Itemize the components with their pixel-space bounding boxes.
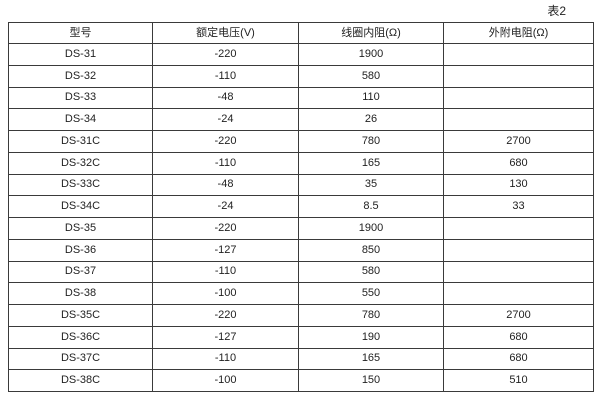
cell-model: DS-34 — [8, 108, 153, 131]
table-row: DS-36C -127 190 680 — [8, 325, 594, 349]
header-coil-resistance: 线圈内阻(Ω) — [298, 22, 444, 44]
cell-external-resistor: 33 — [443, 195, 594, 218]
cell-model: DS-35C — [8, 304, 153, 327]
table-body: DS-31 -220 1900 DS-32 -110 580 DS-33 -48 110 DS-3… — [8, 43, 594, 392]
table-row: DS-31 -220 1900 — [8, 43, 594, 66]
cell-coil-resistance: 850 — [298, 238, 444, 262]
cell-external-resistor: 680 — [443, 347, 594, 371]
spec-table: 型号 额定电压(V) 线圈内阻(Ω) 外附电阻(Ω) DS-31 -220 1900… — [8, 22, 594, 392]
cell-external-resistor — [443, 217, 594, 240]
cell-coil-resistance: 780 — [298, 130, 444, 153]
cell-model: DS-37 — [8, 260, 153, 284]
cell-coil-resistance: 1900 — [298, 217, 444, 240]
table-row: DS-35 -220 1900 — [8, 217, 594, 240]
cell-external-resistor — [443, 108, 594, 131]
table-row: DS-32 -110 580 — [8, 64, 594, 88]
cell-coil-resistance: 165 — [298, 347, 444, 371]
cell-rated-voltage: -24 — [152, 195, 299, 218]
cell-model: DS-32 — [8, 64, 153, 88]
cell-rated-voltage: -100 — [152, 369, 299, 392]
cell-external-resistor — [443, 86, 594, 110]
cell-model: DS-37C — [8, 347, 153, 371]
table-row: DS-37C -110 165 680 — [8, 347, 594, 371]
table-row: DS-31C -220 780 2700 — [8, 130, 594, 153]
cell-coil-resistance: 190 — [298, 325, 444, 349]
cell-coil-resistance: 580 — [298, 64, 444, 88]
cell-rated-voltage: -110 — [152, 260, 299, 284]
cell-coil-resistance: 550 — [298, 282, 444, 305]
cell-model: DS-36 — [8, 238, 153, 262]
cell-rated-voltage: -127 — [152, 238, 299, 262]
spec-table-container: 型号 额定电压(V) 线圈内阻(Ω) 外附电阻(Ω) DS-31 -220 1900… — [8, 22, 594, 392]
table-row: DS-33 -48 110 — [8, 86, 594, 110]
header-model: 型号 — [8, 22, 153, 44]
cell-model: DS-34C — [8, 195, 153, 218]
cell-external-resistor — [443, 282, 594, 305]
cell-model: DS-31 — [8, 43, 153, 66]
cell-coil-resistance: 165 — [298, 151, 444, 175]
cell-model: DS-38 — [8, 282, 153, 305]
cell-rated-voltage: -110 — [152, 347, 299, 371]
cell-coil-resistance: 8.5 — [298, 195, 444, 218]
cell-model: DS-36C — [8, 325, 153, 349]
cell-model: DS-35 — [8, 217, 153, 240]
cell-rated-voltage: -127 — [152, 325, 299, 349]
cell-model: DS-33C — [8, 173, 153, 197]
cell-coil-resistance: 35 — [298, 173, 444, 197]
cell-model: DS-31C — [8, 130, 153, 153]
cell-external-resistor — [443, 64, 594, 88]
cell-coil-resistance: 1900 — [298, 43, 444, 66]
table-row: DS-36 -127 850 — [8, 238, 594, 262]
table-row: DS-34C -24 8.5 33 — [8, 195, 594, 218]
cell-rated-voltage: -100 — [152, 282, 299, 305]
cell-rated-voltage: -24 — [152, 108, 299, 131]
cell-rated-voltage: -220 — [152, 304, 299, 327]
cell-rated-voltage: -48 — [152, 86, 299, 110]
cell-external-resistor: 510 — [443, 369, 594, 392]
cell-coil-resistance: 26 — [298, 108, 444, 131]
cell-external-resistor: 2700 — [443, 304, 594, 327]
cell-coil-resistance: 110 — [298, 86, 444, 110]
table-row: DS-35C -220 780 2700 — [8, 304, 594, 327]
table-row: DS-32C -110 165 680 — [8, 151, 594, 175]
cell-model: DS-33 — [8, 86, 153, 110]
cell-coil-resistance: 150 — [298, 369, 444, 392]
cell-external-resistor: 2700 — [443, 130, 594, 153]
table-caption: 表2 — [547, 4, 566, 18]
cell-rated-voltage: -48 — [152, 173, 299, 197]
cell-external-resistor: 680 — [443, 325, 594, 349]
cell-model: DS-32C — [8, 151, 153, 175]
cell-rated-voltage: -220 — [152, 130, 299, 153]
header-external-resistor: 外附电阻(Ω) — [443, 22, 594, 44]
cell-rated-voltage: -220 — [152, 217, 299, 240]
table-row: DS-34 -24 26 — [8, 108, 594, 131]
table-row: DS-37 -110 580 — [8, 260, 594, 284]
table-header-row: 型号 额定电压(V) 线圈内阻(Ω) 外附电阻(Ω) — [8, 22, 594, 44]
cell-coil-resistance: 580 — [298, 260, 444, 284]
cell-rated-voltage: -110 — [152, 64, 299, 88]
cell-model: DS-38C — [8, 369, 153, 392]
cell-external-resistor — [443, 260, 594, 284]
table-row: DS-38C -100 150 510 — [8, 369, 594, 392]
cell-external-resistor: 680 — [443, 151, 594, 175]
cell-rated-voltage: -110 — [152, 151, 299, 175]
cell-external-resistor — [443, 238, 594, 262]
cell-rated-voltage: -220 — [152, 43, 299, 66]
table-row: DS-33C -48 35 130 — [8, 173, 594, 197]
table-row: DS-38 -100 550 — [8, 282, 594, 305]
cell-external-resistor — [443, 43, 594, 66]
cell-external-resistor: 130 — [443, 173, 594, 197]
cell-coil-resistance: 780 — [298, 304, 444, 327]
header-rated-voltage: 额定电压(V) — [152, 22, 299, 44]
